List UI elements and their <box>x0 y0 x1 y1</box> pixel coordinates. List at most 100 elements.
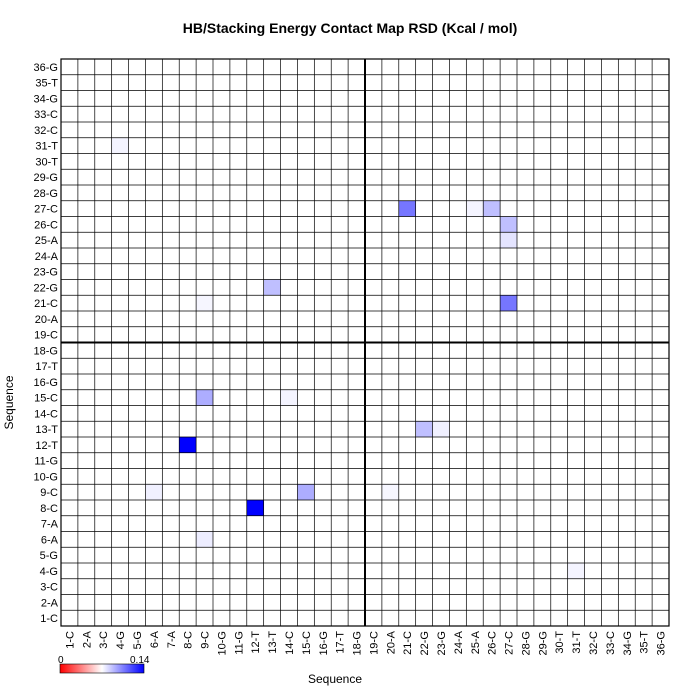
heatmap-grid <box>60 58 670 627</box>
x-tick-label: 20-A <box>385 630 397 654</box>
x-tick-label: 26-C <box>487 631 499 655</box>
y-tick-label: 3-C <box>40 582 58 594</box>
y-tick-label: 27-C <box>34 204 58 216</box>
y-tick-label: 9-C <box>40 487 58 499</box>
x-tick-label: 14-C <box>284 631 296 655</box>
color-scale-legend: 0 0.14 <box>58 655 150 674</box>
heatmap-cell <box>196 531 213 548</box>
heatmap-cell <box>196 389 213 406</box>
x-tick-label: 30-T <box>554 631 566 654</box>
y-tick-label: 1-C <box>40 613 58 625</box>
y-tick-label: 12-T <box>35 440 58 452</box>
heatmap-cell <box>398 200 416 217</box>
y-tick-label: 11-G <box>34 456 58 468</box>
x-axis-title: Sequence <box>308 672 362 686</box>
heatmap-cell <box>483 200 501 217</box>
x-tick-label: 18-G <box>352 631 364 655</box>
y-axis-title: Sequence <box>2 375 16 429</box>
x-tick-label: 9-C <box>200 631 212 649</box>
x-tick-label: 21-C <box>402 631 414 655</box>
x-tick-label: 15-C <box>301 631 313 655</box>
y-tick-label: 13-T <box>35 424 58 436</box>
x-tick-label: 6-A <box>149 630 161 648</box>
y-tick-label: 17-T <box>35 361 58 373</box>
x-tick-label: 31-T <box>571 631 583 654</box>
x-tick-label: 11-G <box>233 631 245 655</box>
y-tick-label: 36-G <box>34 62 58 74</box>
x-tick-label: 1-C <box>64 631 76 649</box>
y-tick-label: 32-C <box>34 125 58 137</box>
x-tick-label: 4-G <box>115 631 127 649</box>
heatmap-cell <box>246 500 264 516</box>
x-tick-label: 12-T <box>250 631 262 654</box>
heatmap-cell <box>500 216 517 233</box>
x-tick-label: 16-G <box>318 631 330 655</box>
y-tick-label: 30-T <box>35 156 58 168</box>
x-tick-label: 3-C <box>98 631 110 649</box>
color-scale-max-label: 0.14 <box>130 655 150 666</box>
y-tick-label: 20-A <box>35 314 59 326</box>
x-tick-label: 13-T <box>267 631 279 654</box>
x-tick-label: 5-G <box>132 631 144 649</box>
heatmap-cell <box>196 295 213 311</box>
x-tick-label: 10-G <box>216 631 228 655</box>
x-tick-label: 22-G <box>419 631 431 655</box>
y-tick-label: 14-C <box>34 408 58 420</box>
y-tick-label: 5-G <box>40 550 58 562</box>
heatmap-cell <box>500 295 517 311</box>
heatmap-cell <box>297 484 315 500</box>
y-tick-label: 31-T <box>35 141 58 153</box>
heatmap-cell <box>500 232 517 248</box>
x-tick-label: 36-G <box>656 631 668 655</box>
x-tick-label: 32-C <box>588 631 600 655</box>
y-tick-label: 29-G <box>34 172 58 184</box>
y-tick-label: 22-G <box>34 282 58 294</box>
y-tick-labels: 1-C 2-A 3-C 4-G 5-G 6-A 7-A 8-C 9-C 10-G 11-G 12-T 1… <box>34 62 59 625</box>
x-tick-label: 34-G <box>622 631 634 655</box>
y-tick-label: 18-G <box>34 345 58 357</box>
heatmap-cell <box>280 389 298 406</box>
heatmap-cell <box>179 437 197 453</box>
y-tick-label: 15-C <box>34 393 58 405</box>
heatmap-cell <box>111 137 129 154</box>
heatmap-cell <box>415 421 433 437</box>
x-tick-labels: 1-C 2-A 3-C 4-G 5-G 6-A 7-A 8-C 9-C 10-G 11-G 12-T 1… <box>64 630 667 655</box>
y-tick-label: 33-C <box>34 109 58 121</box>
x-tick-label: 35-T <box>639 631 651 654</box>
y-tick-label: 7-A <box>41 519 59 531</box>
x-tick-label: 28-G <box>520 631 532 655</box>
x-tick-label: 8-C <box>183 631 195 649</box>
heatmap-cell <box>432 421 450 437</box>
color-scale-bar <box>59 663 145 674</box>
y-tick-label: 10-G <box>34 471 58 483</box>
y-tick-label: 21-C <box>34 298 58 310</box>
x-tick-label: 33-C <box>605 631 617 655</box>
heatmap-cell <box>381 484 399 500</box>
x-tick-label: 25-A <box>470 630 482 654</box>
y-tick-label: 26-C <box>34 219 58 231</box>
heatmap-cells <box>111 137 585 579</box>
y-tick-label: 6-A <box>41 534 59 546</box>
x-tick-label: 23-G <box>436 631 448 655</box>
y-tick-label: 4-G <box>40 566 58 578</box>
x-tick-label: 2-A <box>81 630 93 648</box>
chart-title: HB/Stacking Energy Contact Map RSD (Kcal… <box>182 20 518 36</box>
y-tick-label: 8-C <box>40 503 58 515</box>
y-tick-label: 24-A <box>35 251 59 263</box>
y-tick-label: 28-G <box>34 188 58 200</box>
y-tick-label: 23-G <box>34 267 58 279</box>
heatmap-cell <box>567 563 585 579</box>
x-tick-label: 19-C <box>368 631 380 655</box>
x-tick-label: 17-T <box>335 631 347 654</box>
y-tick-label: 19-C <box>34 330 58 342</box>
y-tick-label: 16-G <box>34 377 58 389</box>
y-tick-label: 25-A <box>35 235 59 247</box>
heatmap-cell <box>145 484 163 500</box>
color-scale-min-label: 0 <box>58 655 64 666</box>
y-tick-label: 35-T <box>35 78 58 90</box>
x-tick-label: 7-A <box>166 630 178 648</box>
x-tick-label: 27-C <box>504 631 516 655</box>
x-tick-label: 24-A <box>453 630 465 654</box>
heatmap-cell <box>263 279 281 296</box>
